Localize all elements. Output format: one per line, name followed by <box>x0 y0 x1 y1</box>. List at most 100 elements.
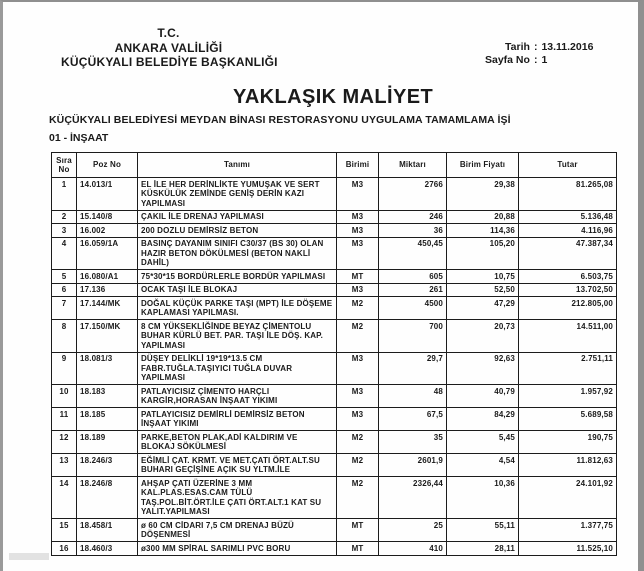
unit-cell: M2 <box>336 453 379 477</box>
total-cell: 5.689,58 <box>518 407 617 431</box>
poz-no-cell: 18.460/3 <box>76 541 138 556</box>
total-cell: 13.702,50 <box>518 282 617 297</box>
table-row: 7 17.144/MK DOĞAL KÜÇÜK PARKE TAŞI (MPT)… <box>51 296 617 320</box>
unit-price-cell: 29,38 <box>446 177 519 211</box>
unit-cell: M3 <box>336 384 379 408</box>
total-cell: 47.387,34 <box>518 236 617 270</box>
quantity-cell: 410 <box>378 541 447 556</box>
total-cell: 4.116,96 <box>518 223 617 238</box>
row-number-cell: 3 <box>51 223 77 238</box>
table-row: 8 17.150/MK 8 CM YÜKSEKLİĞİNDE BEYAZ ÇİM… <box>51 319 617 353</box>
row-number-cell: 7 <box>51 296 77 320</box>
unit-cell: M3 <box>336 223 379 238</box>
row-number-cell: 15 <box>51 518 77 542</box>
quantity-cell: 246 <box>378 209 447 224</box>
unit-price-cell: 10,75 <box>446 269 519 284</box>
page-number-value: 1 <box>541 54 548 66</box>
table-row: 1 14.013/1 EL İLE HER DERİNLİKTE YUMUŞAK… <box>51 177 617 211</box>
unit-price-cell: 47,29 <box>446 296 519 320</box>
unit-price-cell: 4,54 <box>446 453 519 477</box>
row-number-cell: 16 <box>51 541 77 556</box>
quantity-cell: 2326,44 <box>378 476 447 519</box>
row-number-cell: 1 <box>51 177 77 211</box>
total-cell: 24.101,92 <box>518 476 617 519</box>
poz-no-cell: 18.458/1 <box>76 518 138 542</box>
document-title: YAKLAŞIK MALİYET <box>232 86 434 108</box>
page-meta: Tarih : 13.11.2016 Sayfa No : 1 <box>485 41 593 67</box>
total-cell: 1.377,75 <box>518 518 617 542</box>
poz-no-cell: 16.059/1A <box>76 236 138 270</box>
table-row: 10 18.183 PATLAYICISIZ ÇİMENTO HARÇLI KA… <box>51 384 617 408</box>
header-sira-no: Sıra No <box>51 152 77 178</box>
unit-price-cell: 20,88 <box>446 209 519 224</box>
header-tanimi: Tanımı <box>137 152 337 178</box>
total-cell: 81.265,08 <box>518 177 617 211</box>
quantity-cell: 2601,9 <box>378 453 447 477</box>
description-cell: DÜŞEY DELİKLİ 19*19*13.5 CM FABR.TUĞLA.T… <box>137 351 337 385</box>
unit-price-cell: 5,45 <box>446 430 519 454</box>
description-cell: ø 60 CM CİDARI 7,5 CM DRENAJ BÜZÜ DÖŞENM… <box>137 518 337 542</box>
row-number-cell: 9 <box>51 351 77 385</box>
unit-price-cell: 92,63 <box>446 351 519 385</box>
unit-price-cell: 55,11 <box>446 518 519 542</box>
row-number-cell: 8 <box>51 319 77 353</box>
total-cell: 6.503,75 <box>518 269 617 284</box>
poz-no-cell: 17.136 <box>76 282 138 297</box>
unit-cell: M2 <box>336 430 379 454</box>
table-row: 3 16.002 200 DOZLU DEMİRSİZ BETON M3 36 … <box>51 223 617 238</box>
table-row: 11 18.185 PATLAYICISIZ DEMİRLİ DEMİRSİZ … <box>51 407 617 431</box>
quantity-cell: 48 <box>378 384 447 408</box>
total-cell: 212.805,00 <box>518 296 617 320</box>
poz-no-cell: 18.246/3 <box>76 453 138 477</box>
description-cell: AHŞAP ÇATI ÜZERİNE 3 MM KAL.PLAS.ESAS.CA… <box>137 476 337 519</box>
row-number-cell: 6 <box>51 282 77 297</box>
table-row: 9 18.081/3 DÜŞEY DELİKLİ 19*19*13.5 CM F… <box>51 351 617 385</box>
description-cell: 200 DOZLU DEMİRSİZ BETON <box>137 223 337 238</box>
quantity-cell: 700 <box>378 319 447 353</box>
scan-artifact <box>9 553 49 560</box>
unit-price-cell: 52,50 <box>446 282 519 297</box>
description-cell: 75*30*15 BORDÜRLERLE BORDÜR YAPILMASI <box>137 269 337 284</box>
unit-price-cell: 84,29 <box>446 407 519 431</box>
unit-price-cell: 28,11 <box>446 541 519 556</box>
table-row: 14 18.246/8 AHŞAP ÇATI ÜZERİNE 3 MM KAL.… <box>51 476 617 519</box>
quantity-cell: 2766 <box>378 177 447 211</box>
unit-cell: M3 <box>336 351 379 385</box>
description-cell: PATLAYICISIZ DEMİRLİ DEMİRSİZ BETON İNŞA… <box>137 407 337 431</box>
row-number-cell: 4 <box>51 236 77 270</box>
unit-cell: M3 <box>336 236 379 270</box>
page-number-label: Sayfa No <box>485 54 530 66</box>
header-miktari: Miktarı <box>378 152 447 178</box>
page-number-separator: : <box>533 54 538 66</box>
unit-cell: MT <box>336 269 379 284</box>
unit-cell: M2 <box>336 296 379 320</box>
date-separator: : <box>533 41 538 53</box>
unit-cell: M3 <box>336 177 379 211</box>
row-number-cell: 5 <box>51 269 77 284</box>
quantity-cell: 4500 <box>378 296 447 320</box>
quantity-cell: 36 <box>378 223 447 238</box>
description-cell: ø300 MM SPİRAL SARIMLI PVC BORU <box>137 541 337 556</box>
table-row: 2 15.140/8 ÇAKIL İLE DRENAJ YAPILMASI M3… <box>51 209 617 224</box>
letterhead-line-valilik: ANKARA VALİLİĞİ <box>114 40 223 55</box>
poz-no-cell: 14.013/1 <box>76 177 138 211</box>
poz-no-cell: 16.002 <box>76 223 138 238</box>
header-birimi: Birimi <box>336 152 379 178</box>
quantity-cell: 67,5 <box>378 407 447 431</box>
table-row: 16 18.460/3 ø300 MM SPİRAL SARIMLI PVC B… <box>51 541 617 556</box>
description-cell: PARKE,BETON PLAK,ADİ KALDIRIM VE BLOKAJ … <box>137 430 337 454</box>
description-cell: DOĞAL KÜÇÜK PARKE TAŞI (MPT) İLE DÖŞEME … <box>137 296 337 320</box>
poz-no-cell: 15.140/8 <box>76 209 138 224</box>
quantity-cell: 605 <box>378 269 447 284</box>
quantity-cell: 29,7 <box>378 351 447 385</box>
description-cell: OCAK TAŞI İLE BLOKAJ <box>137 282 337 297</box>
table-row: 15 18.458/1 ø 60 CM CİDARI 7,5 CM DRENAJ… <box>51 518 617 542</box>
poz-no-cell: 18.185 <box>76 407 138 431</box>
date-value: 13.11.2016 <box>541 41 594 53</box>
header-birim-fiyati: Birim Fiyatı <box>446 152 519 178</box>
unit-cell: M2 <box>336 319 379 353</box>
table-row: 6 17.136 OCAK TAŞI İLE BLOKAJ M3 261 52,… <box>51 282 617 297</box>
description-cell: ÇAKIL İLE DRENAJ YAPILMASI <box>137 209 337 224</box>
row-number-cell: 12 <box>51 430 77 454</box>
